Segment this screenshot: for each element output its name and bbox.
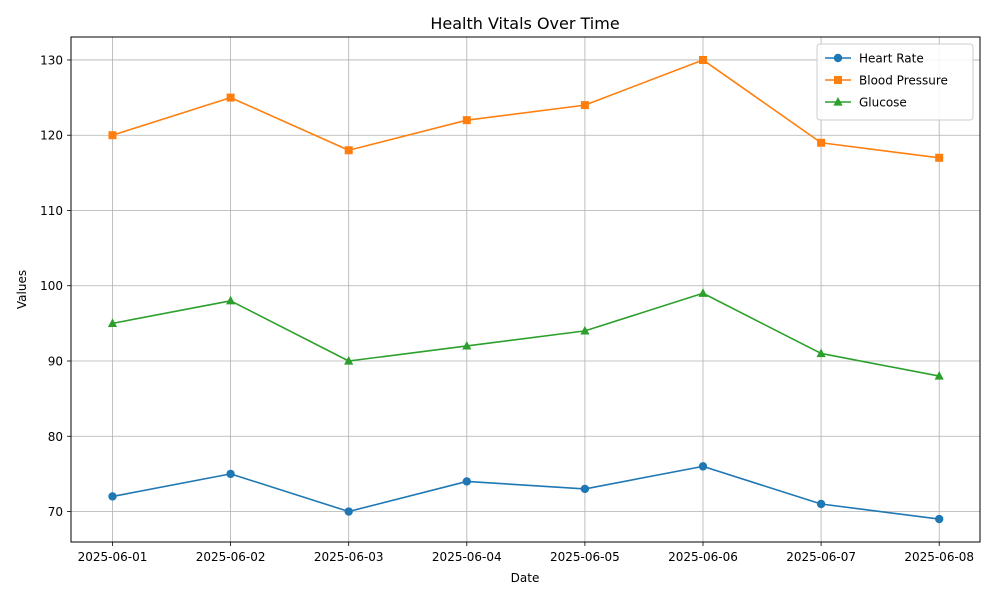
legend-item-heart-rate: Heart Rate xyxy=(825,52,924,66)
y-tick-label: 70 xyxy=(48,505,63,519)
glucose-point xyxy=(226,295,236,305)
legend-marker xyxy=(833,53,843,63)
x-tick-label: 2025-06-04 xyxy=(432,550,502,564)
glucose-point xyxy=(816,348,826,358)
series-heart-rate xyxy=(108,462,944,524)
plot-frame xyxy=(70,36,981,543)
x-tick-label: 2025-06-03 xyxy=(314,550,384,564)
legend-label: Heart Rate xyxy=(859,52,924,66)
legend: Heart Rate Blood Pressure Glucose xyxy=(816,43,974,121)
blood-pressure-point xyxy=(108,131,117,140)
x-axis-title: Date xyxy=(511,571,540,585)
glucose-point xyxy=(107,318,118,327)
legend-item-blood-pressure: Blood Pressure xyxy=(825,74,948,88)
glucose-point xyxy=(344,355,354,365)
legend-marker xyxy=(834,76,842,84)
blood-pressure-point xyxy=(580,101,589,110)
y-tick-label: 90 xyxy=(48,354,63,368)
blood-pressure-point xyxy=(699,55,707,64)
x-tick-label: 2025-06-07 xyxy=(786,550,856,564)
blood-pressure-point xyxy=(817,138,826,147)
legend-label: Glucose xyxy=(859,96,907,110)
blood-pressure-point xyxy=(462,116,471,125)
heart-rate-point xyxy=(580,484,590,494)
heart-rate-point xyxy=(935,514,944,524)
blood-pressure-point xyxy=(935,153,944,162)
heart-rate-point xyxy=(816,499,826,509)
heart-rate-point xyxy=(344,507,353,516)
y-tick-label: 120 xyxy=(40,129,63,143)
heart-rate-point xyxy=(226,469,235,479)
chart-title: Health Vitals Over Time xyxy=(430,14,619,33)
y-axis-title: Values xyxy=(15,270,29,309)
series-blood-pressure xyxy=(108,55,944,162)
glucose-point xyxy=(698,288,708,297)
y-tick-label: 100 xyxy=(40,279,63,293)
glucose-point xyxy=(580,325,590,335)
y-tick-label: 80 xyxy=(48,430,63,444)
blood-pressure-point xyxy=(226,93,235,102)
heart-rate-point xyxy=(462,477,471,486)
x-tick-label: 2025-06-01 xyxy=(78,550,148,564)
x-tick-label: 2025-06-02 xyxy=(196,550,266,564)
glucose-point xyxy=(934,371,944,380)
y-tick-label: 110 xyxy=(40,204,63,218)
x-axis: 2025-06-01 2025-06-02 2025-06-03 2025-06-04… xyxy=(78,542,974,564)
y-axis: 70 80 90 100 110 120 130 xyxy=(40,53,71,519)
glucose-point xyxy=(462,340,472,350)
legend-box xyxy=(816,43,974,121)
legend-marker xyxy=(833,97,843,106)
x-tick-label: 2025-06-06 xyxy=(668,550,738,564)
blood-pressure-line xyxy=(112,59,940,159)
heart-rate-line xyxy=(112,465,940,520)
glucose-line xyxy=(112,292,940,377)
blood-pressure-point xyxy=(344,146,353,155)
x-tick-label: 2025-06-05 xyxy=(550,550,620,564)
x-tick-label: 2025-06-08 xyxy=(904,550,974,564)
series-glucose xyxy=(107,288,944,380)
heart-rate-point xyxy=(108,492,117,501)
legend-item-glucose: Glucose xyxy=(825,96,907,110)
series-layer xyxy=(107,55,944,524)
legend-label: Blood Pressure xyxy=(859,74,948,88)
y-tick-label: 130 xyxy=(40,53,63,67)
heart-rate-point xyxy=(698,462,708,471)
